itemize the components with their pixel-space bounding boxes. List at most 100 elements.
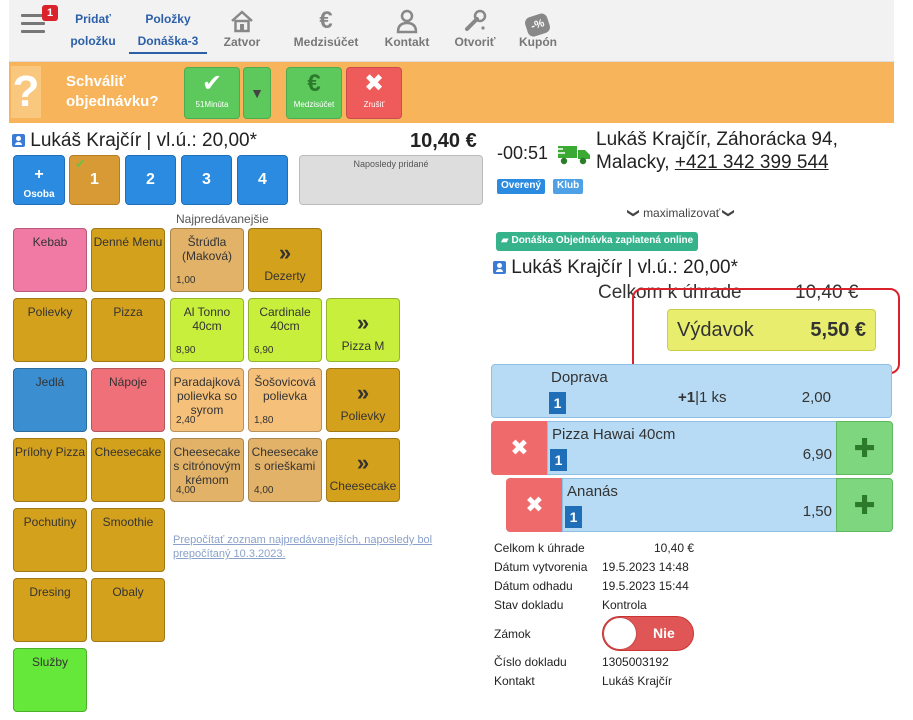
category-tile[interactable]: Služby [13,648,87,712]
add-item-tab[interactable]: Pridať položku [66,8,120,52]
info-value: 10,40 € [654,541,695,555]
info-value: Lukáš Krajčír [602,674,673,688]
person-number: 2 [146,171,155,188]
open-label: Otvoriť [454,35,496,49]
question-icon: ? [11,66,41,118]
tile-label: Jedlá [35,375,65,389]
item-extra-qty: 1 ks [699,389,727,406]
cancel-label: Zrušiť [363,100,385,109]
tile-price: 4,00 [254,485,274,496]
confirm-button[interactable]: ✔ 51Minúta [184,67,240,119]
category-tile[interactable]: Cheesecake s orieškami 4,00 [248,438,322,502]
category-tile[interactable]: Al Tonno 40cm 8,90 [170,298,244,362]
delivery-time: -00:51 [497,143,549,163]
category-tile[interactable]: Polievky [13,298,87,362]
tile-label: Dresing [29,585,71,599]
maximize-toggle[interactable]: ❯ maximalizovať ❯ [625,206,738,220]
category-tile[interactable]: Nápoje [91,368,165,432]
category-tile[interactable]: Jedlá [13,368,87,432]
category-tile[interactable]: Cardinale 40cm 6,90 [248,298,322,362]
subtotal-tool[interactable]: € Medzisúčet [291,8,361,50]
tile-label: Obaly [112,585,144,599]
check-icon: ✔ [201,70,223,97]
total-value: 10,40 € [795,282,859,303]
add-item-label-2: položku [70,34,116,48]
expense-box[interactable]: Výdavok 5,50 € [667,309,876,351]
person-1-button[interactable]: ✔ 1 [69,155,120,205]
order-item-pizza[interactable]: Pizza Hawai 40cm 1 6,90 [547,421,837,475]
tile-price: 6,90 [254,345,274,356]
confirm-dropdown-button[interactable]: ▼ [243,67,271,119]
car-icon: ▰ [501,235,512,246]
person-4-button[interactable]: 4 [237,155,288,205]
category-tile[interactable]: » Polievky [326,368,400,432]
add-ingredient-button[interactable]: ✚ [836,478,893,532]
tile-label: Štrúďla (Maková) [181,235,232,263]
coupon-tool[interactable]: -% Kupón [503,8,573,49]
info-value: 1305003192 [602,655,669,669]
category-tile[interactable]: » Dezerty [248,228,322,292]
item-name: Pizza Hawai 40cm [552,426,676,443]
expense-label: Výdavok [677,319,754,341]
tile-price: 8,90 [176,345,196,356]
check-icon: ✔ [75,156,86,171]
cancel-button[interactable]: ✖ Zrušiť [346,67,402,119]
category-tile[interactable]: Cheesecake s citrónovým krémom 4,00 [170,438,244,502]
category-tile[interactable]: Pizza [91,298,165,362]
address-line-2: Malacky, [596,152,670,173]
category-tile[interactable]: Kebab [13,228,87,292]
close-tool[interactable]: Zatvor [207,8,277,49]
item-price: 2,00 [801,389,831,406]
delete-item-button[interactable]: ✖ [491,421,548,475]
tile-label: Cardinale 40cm [259,305,311,333]
order-item-delivery[interactable]: Doprava 1 +1|1 ks 2,00 [491,364,892,418]
category-tile[interactable]: Dresing [13,578,87,642]
tile-label: Al Tonno 40cm [183,305,231,333]
subtotal-button[interactable]: € Medzisúčet [286,67,342,119]
category-tile[interactable]: » Cheesecake [326,438,400,502]
person-3-button[interactable]: 3 [181,155,232,205]
chevron-right-icon: » [356,380,370,405]
person-icon [493,261,506,275]
category-tile[interactable]: Pochutiny [13,508,87,572]
category-tile[interactable]: Paradajková polievka so syrom 2,40 [170,368,244,432]
tile-label: Polievky [340,409,386,423]
person-icon [12,134,25,148]
person-number: 4 [258,171,267,188]
add-ingredient-button[interactable]: ✚ [836,421,893,475]
plus-icon: ✚ [853,490,876,520]
category-tile[interactable]: Šošovicová polievka 1,80 [248,368,322,432]
recently-added-box: Naposledy pridané [299,155,483,205]
person-number: 1 [90,171,99,188]
info-label: Stav dokladu [494,598,564,612]
items-delivery-tab[interactable]: Položky Donáška-3 [129,8,207,54]
category-tile[interactable]: Cheesecake [91,438,165,502]
notification-badge: 1 [42,5,58,21]
phone-link[interactable]: +421 342 399 544 [674,152,829,173]
chevron-right-icon: » [356,310,370,335]
category-tile[interactable]: » Pizza M [326,298,400,362]
chevron-right-icon: » [356,450,370,475]
category-tile[interactable]: Smoothie [91,508,165,572]
recalculate-link[interactable]: Prepočítať zoznam najpredávanejších, nap… [173,534,433,560]
lock-toggle[interactable]: Nie [602,616,694,651]
wrench-icon [440,8,510,34]
tile-label: Pizza [113,305,143,319]
category-tile[interactable]: Denné Menu [91,228,165,292]
add-person-button[interactable]: + Osoba [13,155,65,205]
person-2-button[interactable]: 2 [125,155,176,205]
approve-order-bar: ? Schváliť objednávku? ✔ 51Minúta ▼ € Me… [9,62,894,123]
info-label: Dátum vytvorenia [494,560,588,574]
tile-price: 2,40 [176,415,196,426]
hamburger-menu-icon[interactable] [21,14,45,36]
tile-label: Služby [31,655,69,669]
house-icon [207,8,277,34]
club-tag: Klub [553,179,584,194]
category-tile[interactable]: Prílohy Pizza [13,438,87,502]
delete-item-button[interactable]: ✖ [506,478,563,532]
order-item-pineapple[interactable]: Ananás 1 1,50 [562,478,837,532]
open-tool[interactable]: Otvoriť [440,8,510,49]
contact-tool[interactable]: Kontakt [372,8,442,49]
category-tile[interactable]: Štrúďla (Maková) 1,00 [170,228,244,292]
category-tile[interactable]: Obaly [91,578,165,642]
